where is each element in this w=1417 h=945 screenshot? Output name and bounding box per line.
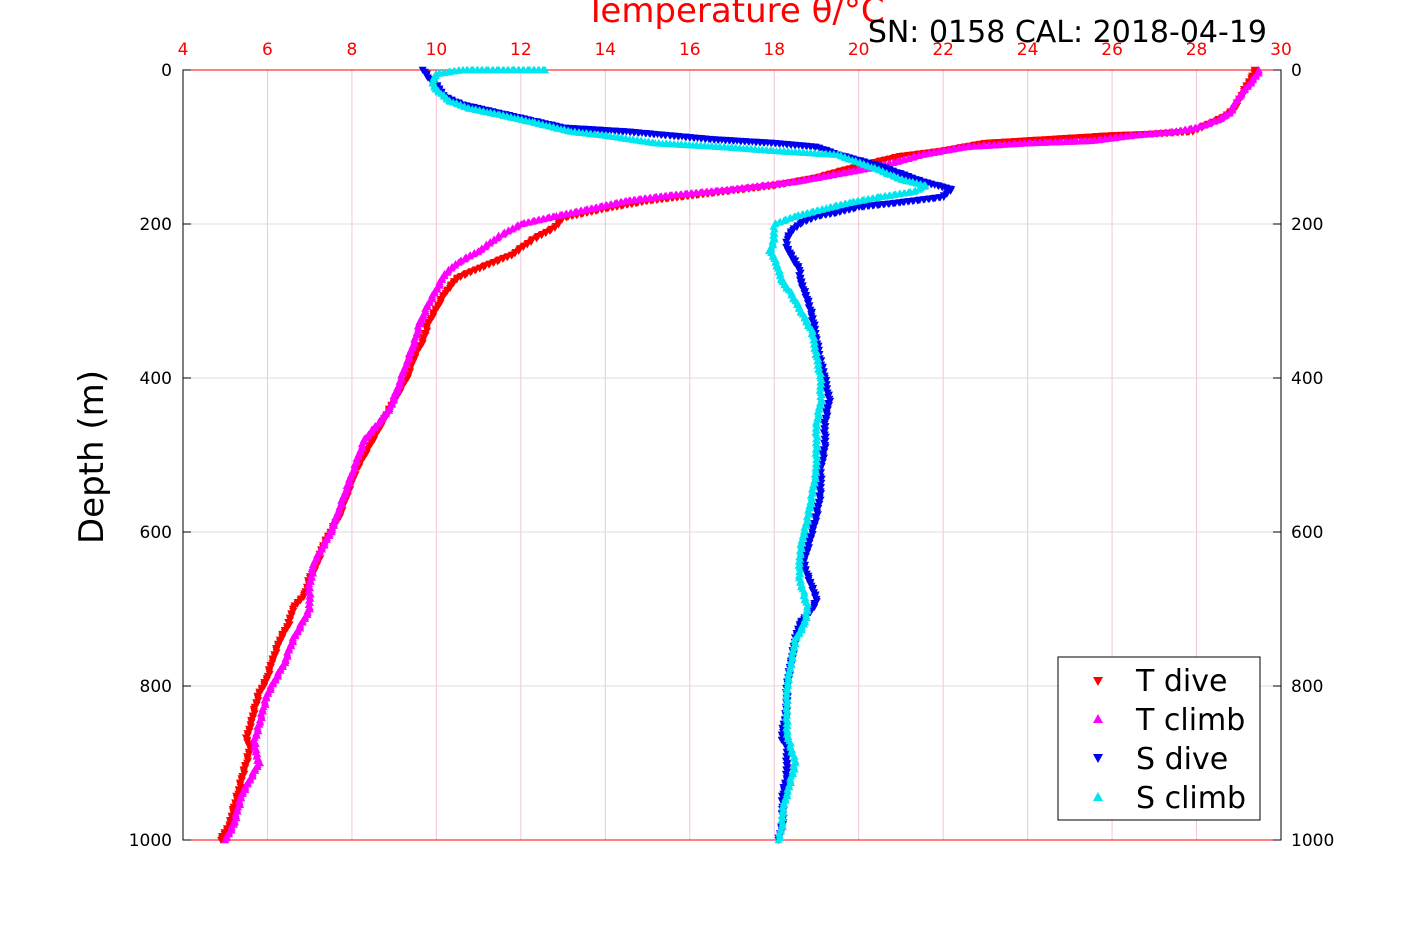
x-tick-label: 20 <box>848 40 870 60</box>
serial-calibration-label: SN: 0158 CAL: 2018-04-19 <box>868 15 1267 50</box>
x-tick-label: 4 <box>178 40 189 60</box>
series-s-dive <box>418 66 956 844</box>
x-tick-label: 18 <box>763 40 785 60</box>
data-marks <box>217 66 1263 844</box>
x-tick-label: 8 <box>347 40 358 60</box>
data-point <box>221 836 230 844</box>
x-tick-label: 12 <box>510 40 532 60</box>
y-axis-label: Depth (m) <box>72 370 112 544</box>
legend-label-s-climb: S climb <box>1136 781 1246 816</box>
x-tick-label: 28 <box>1186 40 1208 60</box>
legend-marker <box>1093 792 1103 801</box>
legend: T dive T climb S dive S climb <box>1057 656 1261 821</box>
data-point <box>810 603 819 612</box>
legend-marker <box>1093 677 1103 686</box>
legend-label-t-dive: T dive <box>1135 664 1227 699</box>
x-tick-label: 16 <box>679 40 701 60</box>
y-tick-label-left: 400 <box>140 369 172 389</box>
y-tick-label-right: 400 <box>1291 369 1323 389</box>
series-s-climb <box>428 66 930 844</box>
x-tick-label: 14 <box>594 40 616 60</box>
legend-label-t-climb: T climb <box>1135 703 1245 738</box>
x-tick-label: 26 <box>1101 40 1123 60</box>
series-t-climb <box>221 66 1263 844</box>
y-tick-label-left: 800 <box>140 677 172 697</box>
x-tick-label: 30 <box>1270 40 1292 60</box>
y-tick-label-left: 1000 <box>129 831 172 851</box>
legend-label-s-dive: S dive <box>1136 742 1228 777</box>
y-tick-label-right: 800 <box>1291 677 1323 697</box>
chart-title: Temperature θ/°C <box>584 0 884 31</box>
y-tick-label-right: 200 <box>1291 215 1323 235</box>
y-tick-label-left: 200 <box>140 215 172 235</box>
x-tick-label: 6 <box>262 40 273 60</box>
y-tick-label-right: 600 <box>1291 523 1323 543</box>
x-tick-label: 10 <box>426 40 448 60</box>
grid <box>183 70 1281 840</box>
y-tick-label-left: 600 <box>140 523 172 543</box>
x-tick-label: 24 <box>1017 40 1039 60</box>
legend-marker <box>1093 714 1103 723</box>
y-tick-label-right: 1000 <box>1291 831 1334 851</box>
legend-marker <box>1093 754 1103 763</box>
x-tick-label: 22 <box>932 40 954 60</box>
legend-box <box>1057 656 1261 821</box>
data-point <box>774 836 783 844</box>
y-tick-label-right: 0 <box>1291 61 1302 81</box>
y-tick-label-left: 0 <box>161 61 172 81</box>
data-point <box>217 836 226 844</box>
